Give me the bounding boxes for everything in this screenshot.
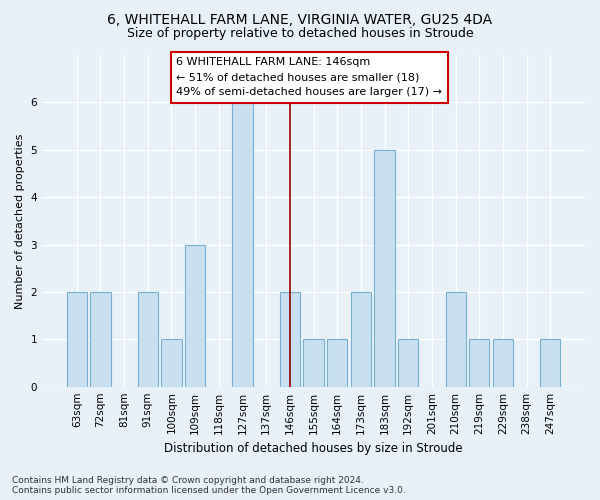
X-axis label: Distribution of detached houses by size in Stroude: Distribution of detached houses by size … [164, 442, 463, 455]
Bar [161, 340, 182, 386]
Bar [469, 340, 489, 386]
Bar [232, 102, 253, 387]
Bar [446, 292, 466, 386]
Text: 6, WHITEHALL FARM LANE, VIRGINIA WATER, GU25 4DA: 6, WHITEHALL FARM LANE, VIRGINIA WATER, … [107, 12, 493, 26]
Bar [327, 340, 347, 386]
Bar [398, 340, 418, 386]
Bar [540, 340, 560, 386]
Bar [185, 244, 205, 386]
Text: Size of property relative to detached houses in Stroude: Size of property relative to detached ho… [127, 28, 473, 40]
Text: 6 WHITEHALL FARM LANE: 146sqm
← 51% of detached houses are smaller (18)
49% of s: 6 WHITEHALL FARM LANE: 146sqm ← 51% of d… [176, 58, 442, 97]
Bar [374, 150, 395, 386]
Bar [280, 292, 300, 386]
Bar [67, 292, 87, 386]
Bar [138, 292, 158, 386]
Bar [91, 292, 110, 386]
Bar [351, 292, 371, 386]
Bar [493, 340, 513, 386]
Text: Contains HM Land Registry data © Crown copyright and database right 2024.
Contai: Contains HM Land Registry data © Crown c… [12, 476, 406, 495]
Y-axis label: Number of detached properties: Number of detached properties [15, 133, 25, 308]
Bar [304, 340, 323, 386]
